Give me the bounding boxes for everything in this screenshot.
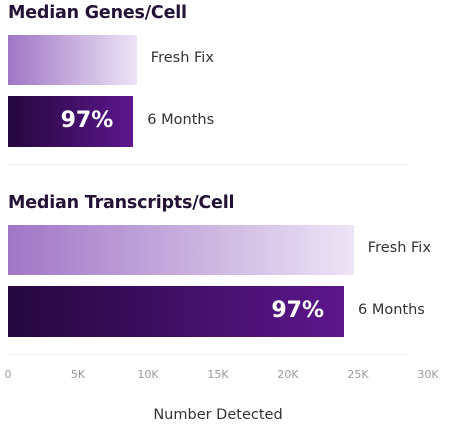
x-tick-label: 0 [4,368,12,381]
bar-category-label: Fresh Fix [150,50,214,66]
x-tick-label: 10K [137,368,159,381]
x-tick-label: 20K [277,368,299,381]
bar [8,96,134,147]
bar [8,35,137,85]
bar-category-label: 6 Months [358,301,425,318]
bar-data-label: 97% [60,107,114,133]
bar [8,286,344,337]
x-tick-label: 15K [207,368,229,381]
panel-title: Median Genes/Cell [8,3,187,23]
panel-divider [8,354,408,355]
bar-category-label: 6 Months [147,111,215,128]
x-tick-label: 30K [417,368,439,381]
bar-category-label: Fresh Fix [367,240,431,256]
x-tick-label: 5K [70,368,86,381]
bar-data-label: 97% [271,297,324,323]
bar [8,225,354,275]
panel-divider [8,164,408,165]
x-tick-label: 25K [347,368,369,381]
x-axis-title: Number Detected [153,407,283,423]
panel-title: Median Transcripts/Cell [8,193,235,213]
